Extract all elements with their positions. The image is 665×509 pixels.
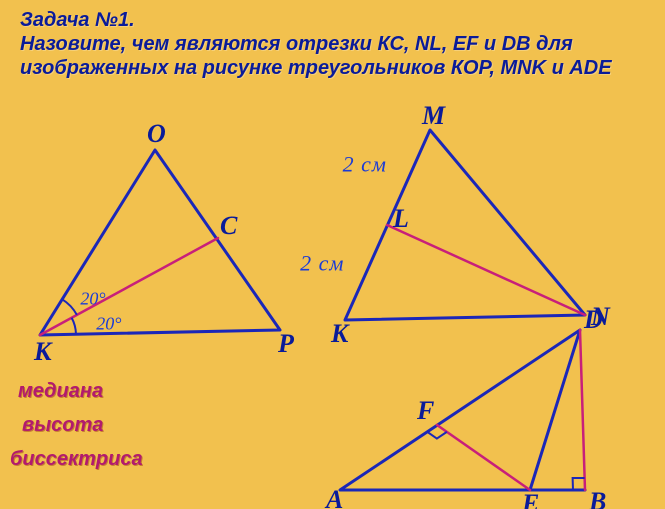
svg-text:D: D <box>583 305 603 334</box>
svg-text:L: L <box>392 204 409 233</box>
svg-text:О: О <box>147 119 166 148</box>
svg-text:A: A <box>324 485 343 509</box>
svg-text:M: M <box>421 101 446 130</box>
svg-text:Р: Р <box>277 329 295 358</box>
svg-text:С: С <box>220 211 238 240</box>
svg-text:B: B <box>588 487 606 509</box>
term-bisector: биссектриса <box>10 448 143 471</box>
term-median: медиана <box>18 380 103 403</box>
svg-text:2 см: 2 см <box>300 251 344 276</box>
svg-text:F: F <box>416 396 434 425</box>
title-rest: Назовите, чем являются отрезки КС, NL, E… <box>20 33 612 79</box>
term-height: высота <box>22 414 103 437</box>
title-line1: Задача №1. <box>20 9 135 31</box>
problem-title: Задача №1. Назовите, чем являются отрезк… <box>20 8 640 80</box>
svg-text:K: K <box>330 319 350 348</box>
svg-text:20°: 20° <box>96 314 121 334</box>
svg-text:К: К <box>33 337 53 366</box>
svg-text:E: E <box>521 489 539 509</box>
svg-text:2 см: 2 см <box>343 152 387 177</box>
stage: КОРС20°20°MNKL2 см2 смADEBF Задача №1. Н… <box>0 0 665 509</box>
svg-text:20°: 20° <box>80 289 105 309</box>
